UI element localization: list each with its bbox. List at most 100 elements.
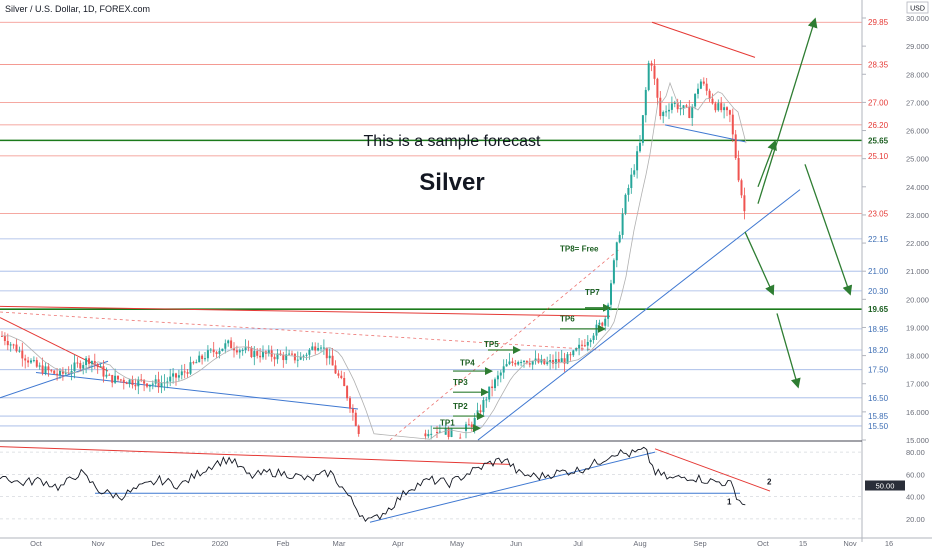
candle-body xyxy=(334,365,337,374)
tp-label: TP1 xyxy=(440,419,455,428)
candle-body xyxy=(653,65,656,79)
candle-body xyxy=(50,370,53,372)
candle-body xyxy=(340,375,343,379)
candle-body xyxy=(128,379,131,385)
candle-body xyxy=(90,361,93,364)
candle-body xyxy=(699,81,702,89)
price-tick-label: 18.000 xyxy=(906,352,929,361)
price-tick-label: 26.000 xyxy=(906,127,929,136)
candle-body xyxy=(262,351,264,358)
candle-body xyxy=(134,385,137,387)
chart-title: Silver / U.S. Dollar, 1D, FOREX.com xyxy=(5,4,150,14)
candle-body xyxy=(177,375,180,378)
candle-body xyxy=(511,361,514,363)
candle-body xyxy=(737,158,740,181)
osc-tick-label: 20.00 xyxy=(906,515,925,524)
candle-body xyxy=(647,63,650,90)
candle-body xyxy=(125,382,128,385)
candle-body xyxy=(32,360,35,362)
candle-body xyxy=(215,352,218,355)
candle-body xyxy=(189,362,192,374)
candle-body xyxy=(192,362,195,364)
candle-body xyxy=(291,353,293,355)
candle-body xyxy=(726,107,728,111)
currency-badge-box xyxy=(906,1,929,14)
candle-body xyxy=(615,242,618,261)
price-tick-label: 16.000 xyxy=(906,408,929,417)
candle-body xyxy=(114,375,117,383)
candle-body xyxy=(624,194,627,214)
time-tick-label: Nov xyxy=(91,539,105,548)
candle-body xyxy=(494,379,496,389)
candle-body xyxy=(209,349,212,351)
candle-body xyxy=(549,360,552,363)
level-label: 25.10 xyxy=(868,152,889,161)
candle-body xyxy=(256,351,259,356)
candle-body xyxy=(296,359,299,361)
candle-body xyxy=(143,379,146,384)
candle-body xyxy=(711,98,714,104)
candle-body xyxy=(641,115,644,143)
price-tick-label: 30.000 xyxy=(906,14,929,23)
osc-tick-label: 40.00 xyxy=(906,493,925,502)
candle-body xyxy=(627,188,630,195)
trend-line-blue xyxy=(664,124,746,143)
candle-body xyxy=(491,386,494,389)
tp-label: TP3 xyxy=(453,378,468,387)
candle-body xyxy=(244,347,247,351)
candle-body xyxy=(96,364,99,368)
candle-body xyxy=(276,353,279,360)
candle-body xyxy=(322,347,325,349)
candle-body xyxy=(473,418,476,427)
candle-body xyxy=(520,361,523,363)
candle-body xyxy=(612,260,615,284)
level-label: 18.20 xyxy=(868,346,889,355)
candle-body xyxy=(621,213,624,235)
candle-body xyxy=(673,102,676,104)
candle-body xyxy=(212,349,215,353)
candle-body xyxy=(554,359,557,364)
candle-body xyxy=(523,360,525,362)
candle-body xyxy=(157,379,160,388)
candle-body xyxy=(482,400,485,413)
candle-body xyxy=(267,350,270,354)
candle-body xyxy=(650,63,653,66)
candle-body xyxy=(299,356,302,360)
candle-body xyxy=(38,365,41,367)
time-tick-label: Oct xyxy=(757,539,770,548)
price-tick-label: 17.000 xyxy=(906,380,929,389)
price-tick-label: 28.000 xyxy=(906,70,929,79)
forecast-arrow xyxy=(744,231,775,296)
candle-body xyxy=(180,371,183,376)
candle-body xyxy=(531,361,534,365)
forecast-arrow xyxy=(757,17,818,204)
candle-body xyxy=(598,322,601,325)
currency-badge: USD xyxy=(910,6,925,13)
candle-body xyxy=(583,345,586,347)
candle-body xyxy=(204,358,206,360)
candle-body xyxy=(105,374,108,377)
candle-body xyxy=(172,373,175,377)
tp-label: TP8= Free xyxy=(560,244,599,253)
candle-body xyxy=(430,433,433,435)
level-label: 20.30 xyxy=(868,287,889,296)
price-tick-label: 21.000 xyxy=(906,267,929,276)
time-tick-label: Dec xyxy=(151,539,165,548)
candle-body xyxy=(346,386,349,399)
candle-body xyxy=(534,358,537,362)
candle-body xyxy=(320,347,322,349)
candle-body xyxy=(131,379,134,386)
candle-body xyxy=(581,344,583,346)
candle-body xyxy=(12,344,15,346)
candle-body xyxy=(201,355,204,359)
candle-body xyxy=(496,375,499,380)
candle-body xyxy=(575,348,578,351)
candle-body xyxy=(450,427,453,437)
candle-body xyxy=(438,431,441,433)
candle-body xyxy=(119,379,122,381)
candle-body xyxy=(459,437,462,439)
candle-body xyxy=(160,383,163,388)
trend-line-blue xyxy=(35,371,359,410)
price-tick-label: 15.000 xyxy=(906,436,929,445)
